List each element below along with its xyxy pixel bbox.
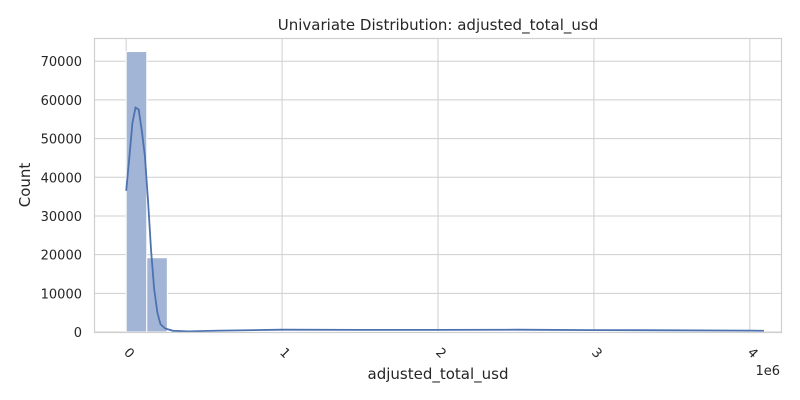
x-tick-label: 4 bbox=[744, 345, 760, 361]
histogram-bars bbox=[125, 51, 765, 333]
y-ticks: 0 10000 20000 30000 40000 50000 60000 70000 bbox=[41, 55, 82, 341]
y-axis-label: Count bbox=[16, 163, 34, 208]
histogram-bar bbox=[125, 51, 148, 333]
y-tick-label: 30000 bbox=[41, 210, 82, 225]
grid bbox=[95, 38, 781, 333]
plot-frame bbox=[93, 37, 783, 334]
x-ticks: 0 1 2 3 4 bbox=[120, 345, 760, 361]
y-tick-label: 50000 bbox=[41, 133, 82, 148]
y-tick-label: 40000 bbox=[41, 171, 82, 186]
kde-curve bbox=[125, 106, 764, 333]
x-tick-label: 1 bbox=[276, 345, 292, 361]
x-axis-label: adjusted_total_usd bbox=[368, 365, 509, 384]
y-tick-label: 70000 bbox=[41, 55, 82, 70]
x-tick-label: 3 bbox=[588, 345, 604, 361]
y-tick-label: 10000 bbox=[41, 287, 82, 302]
histogram-bar bbox=[146, 257, 168, 333]
x-axis-offset-label: 1e6 bbox=[755, 364, 780, 379]
chart-title: Univariate Distribution: adjusted_total_… bbox=[278, 16, 598, 35]
x-tick-label: 2 bbox=[432, 345, 448, 361]
y-tick-label: 0 bbox=[74, 326, 82, 341]
y-tick-label: 20000 bbox=[41, 249, 82, 264]
x-tick-label: 0 bbox=[120, 345, 136, 361]
y-tick-label: 60000 bbox=[41, 94, 82, 109]
